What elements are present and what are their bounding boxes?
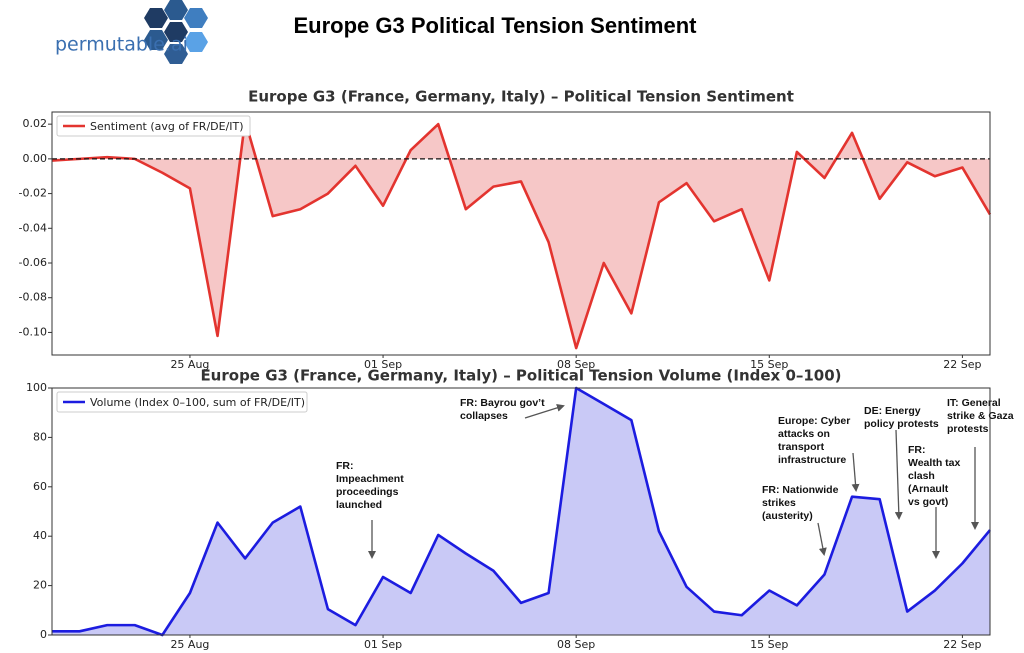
area	[52, 120, 990, 349]
annotation: launched	[336, 499, 382, 511]
annotation: policy protests	[864, 418, 939, 430]
plot-frame	[51, 111, 991, 356]
y-tick-label: 0.00	[23, 152, 48, 165]
annotation: proceedings	[336, 486, 399, 498]
x-tick-label: 01 Sep	[364, 638, 402, 651]
y-tick-label: 60	[33, 480, 47, 493]
annotation: Europe: Cyber	[778, 415, 850, 427]
annotation: clash	[908, 470, 935, 482]
area	[52, 388, 990, 635]
annotation: vs govt)	[908, 496, 948, 508]
annotation-arrow	[524, 403, 565, 419]
annotation: FR: Bayrou gov’t	[460, 397, 545, 409]
chart-title: Europe G3 (France, Germany, Italy) – Pol…	[200, 367, 841, 385]
annotation: (austerity)	[762, 510, 813, 522]
annotation: IT: General	[947, 397, 1001, 409]
y-tick-label: -0.08	[19, 291, 47, 304]
plot-frame	[51, 387, 991, 636]
annotation: FR:	[336, 460, 354, 472]
annotation: (Arnault	[908, 483, 949, 495]
legend-box	[56, 115, 251, 137]
y-tick-label: -0.02	[19, 187, 47, 200]
line	[52, 386, 992, 637]
x-tick-label: 08 Sep	[557, 638, 595, 651]
annotation: collapses	[460, 410, 508, 422]
annotation: strike & Gaza	[947, 410, 1014, 422]
x-tick-label: 01 Sep	[364, 358, 402, 371]
y-tick-label: -0.04	[19, 221, 47, 234]
y-tick-label: 100	[26, 381, 47, 394]
legend-box	[56, 391, 308, 413]
legend-label: Volume (Index 0–100, sum of FR/DE/IT)	[90, 396, 305, 409]
annotation: FR:	[908, 444, 926, 456]
x-tick-label: 15 Sep	[750, 638, 788, 651]
logo-text: permutable.ai	[55, 34, 188, 56]
y-tick-label: 40	[33, 529, 47, 542]
logo-hexagons	[144, 0, 208, 64]
y-tick-label: 20	[33, 579, 47, 592]
line	[51, 119, 992, 350]
page-title: Europe G3 Political Tension Sentiment	[294, 13, 698, 38]
annotation: Impeachment	[336, 473, 404, 485]
y-tick-label: 0.02	[23, 117, 48, 130]
x-tick-label: 25 Aug	[170, 358, 209, 371]
annotation-arrow	[894, 429, 903, 520]
legend-label: Sentiment (avg of FR/DE/IT)	[90, 120, 244, 133]
x-tick-label: 22 Sep	[943, 358, 981, 371]
annotation: protests	[947, 423, 989, 435]
annotation: attacks on	[778, 428, 830, 440]
chart-title: Europe G3 (France, Germany, Italy) – Pol…	[248, 88, 794, 106]
annotation: infrastructure	[778, 454, 846, 466]
annotation-arrow	[851, 452, 860, 492]
x-tick-label: 08 Sep	[557, 358, 595, 371]
annotation-arrow	[817, 522, 827, 556]
annotation: DE: Energy	[864, 405, 921, 417]
y-tick-label: 0	[40, 628, 47, 641]
annotation: transport	[778, 441, 825, 453]
y-tick-label: 80	[33, 430, 47, 443]
annotation: strikes	[762, 497, 796, 509]
y-tick-label: -0.10	[19, 325, 47, 338]
x-tick-label: 22 Sep	[943, 638, 981, 651]
x-tick-label: 25 Aug	[170, 638, 209, 651]
annotation: FR: Nationwide	[762, 484, 839, 496]
y-tick-label: -0.06	[19, 256, 47, 269]
annotation: Wealth tax	[908, 457, 960, 469]
x-tick-label: 15 Sep	[750, 358, 788, 371]
